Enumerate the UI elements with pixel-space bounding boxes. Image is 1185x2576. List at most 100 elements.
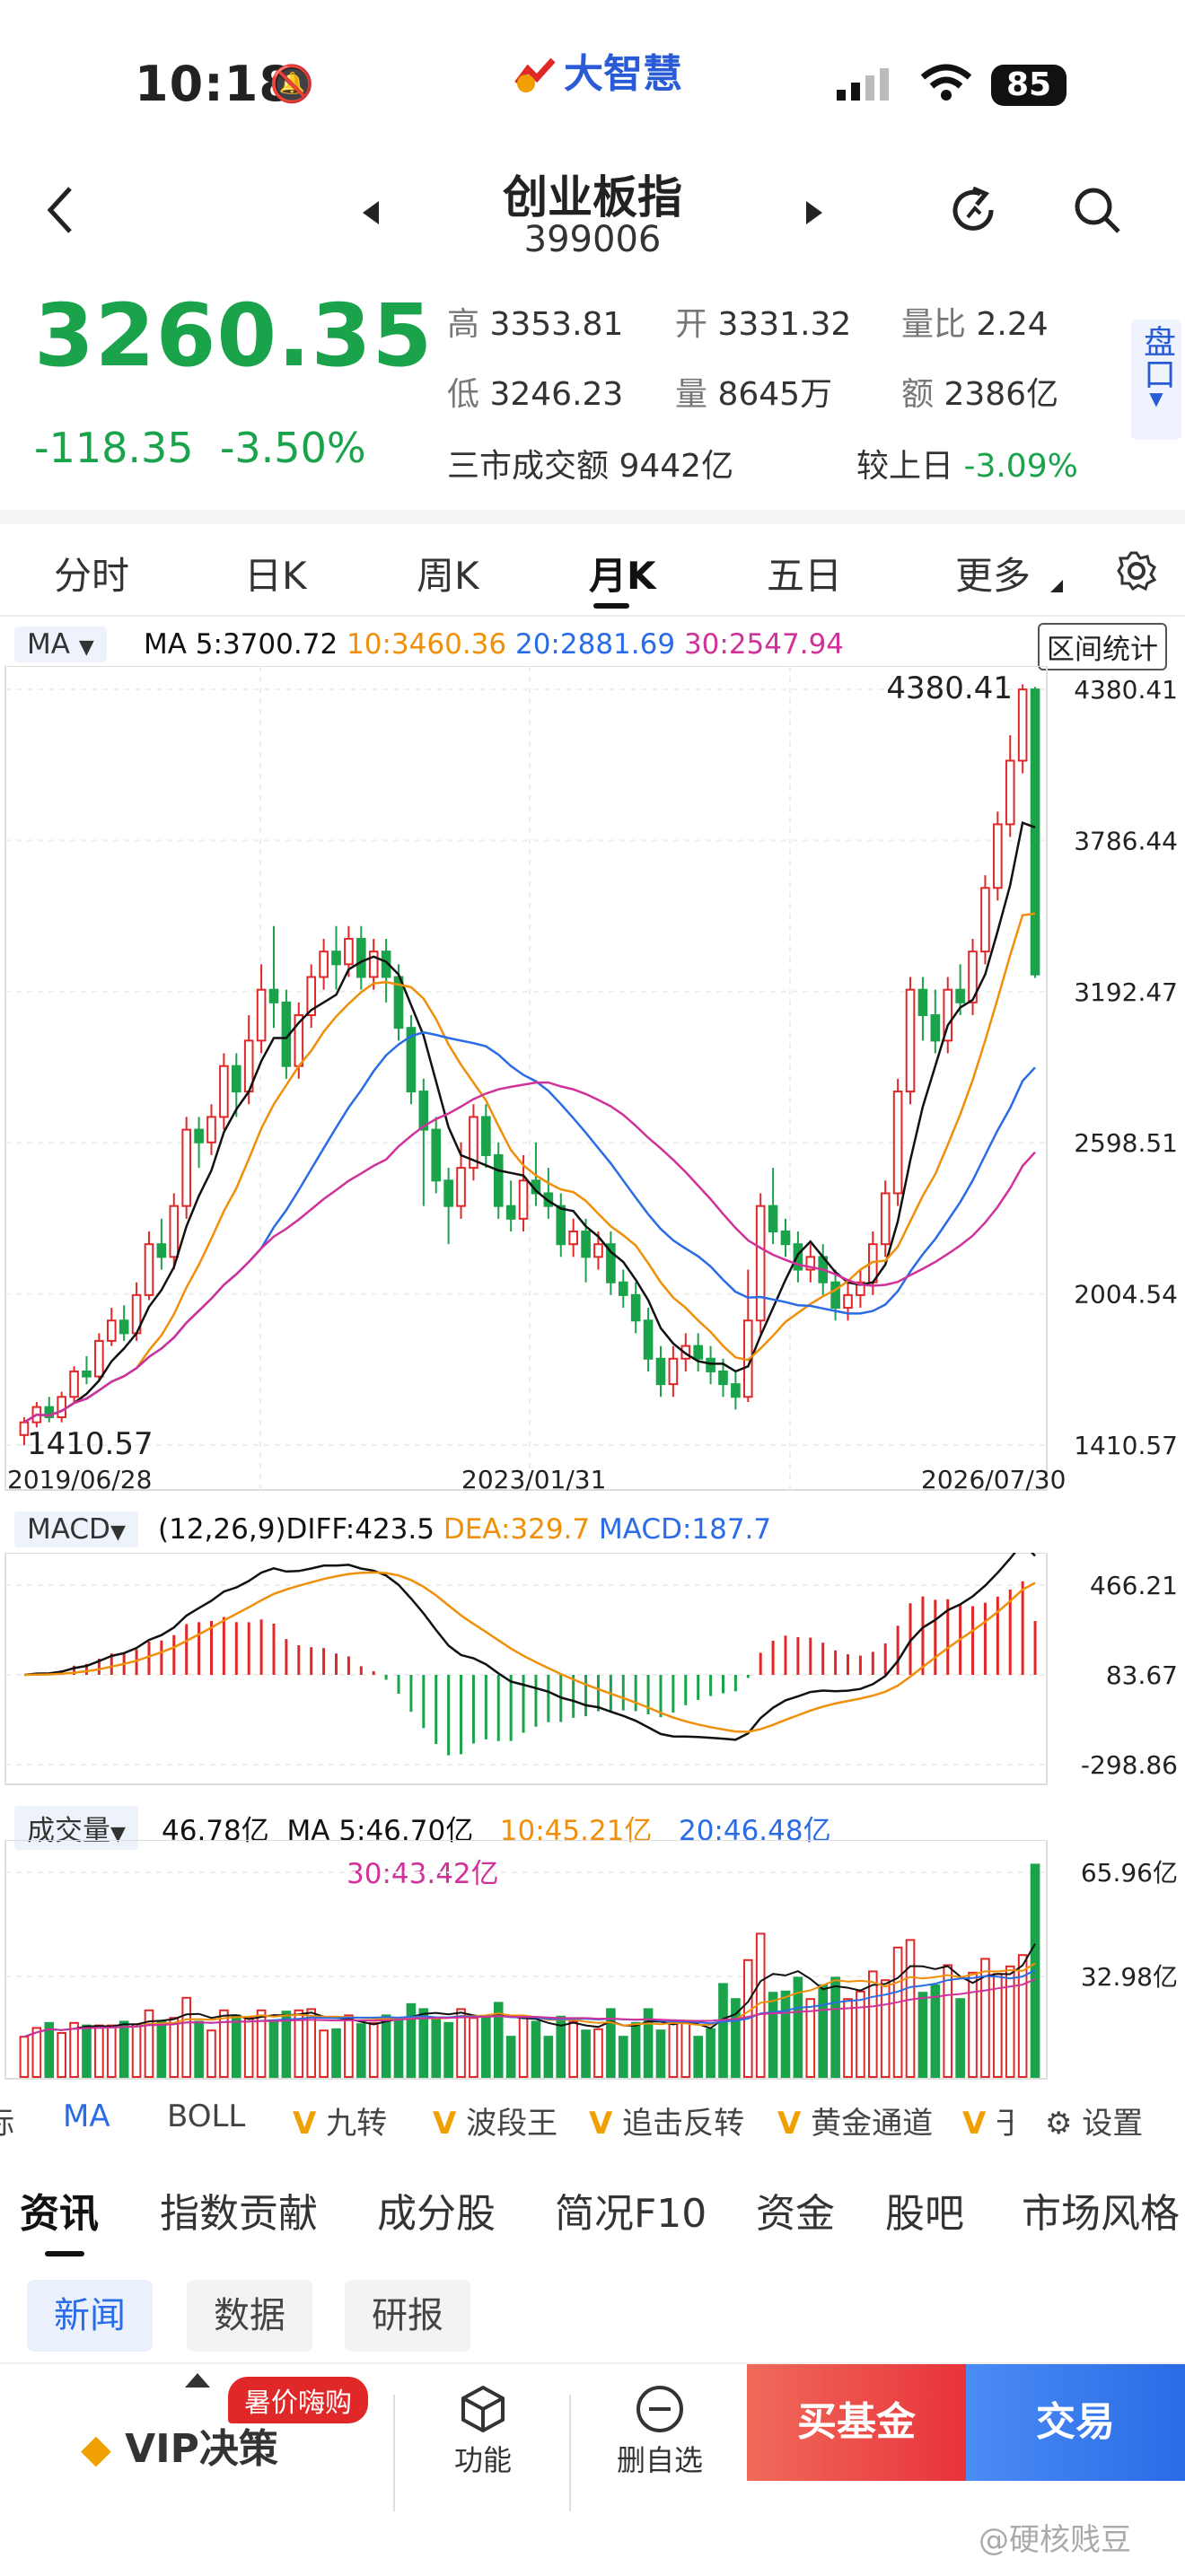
volume-bar <box>131 2023 142 2078</box>
buy-fund-button[interactable]: 买基金 <box>747 2364 966 2481</box>
candle <box>219 1065 229 1118</box>
candle <box>156 1243 167 1258</box>
volume-bar <box>443 2021 453 2079</box>
macd-selector[interactable]: MACD▼ <box>14 1511 138 1547</box>
divider <box>569 2395 571 2511</box>
candle <box>57 1396 66 1418</box>
tab-five-day[interactable]: 五日 <box>767 554 843 598</box>
stat-low: 低 3246.23 <box>447 376 624 413</box>
tab-weekly[interactable]: 周K <box>417 554 479 598</box>
indicator-cut-right[interactable]: V 于 <box>962 2106 1013 2142</box>
candle <box>968 951 978 1003</box>
indicator-settings[interactable]: ⚙ 设置 <box>1045 2098 1144 2142</box>
volume-bar <box>543 2036 554 2078</box>
macd-dea: DEA:329.7 <box>443 1513 591 1546</box>
interval-stats-button[interactable]: 区间统计 <box>1038 623 1167 670</box>
tab-monthly[interactable]: 月K <box>589 554 656 598</box>
candlestick-chart[interactable]: 4380.41 3786.44 3192.47 2598.51 2004.54 1410.… <box>0 666 1185 1501</box>
volume-bar <box>381 2014 391 2078</box>
volume-bar <box>456 2008 466 2078</box>
candle <box>1005 759 1015 826</box>
macd-diff: (12,26,9)DIFF:423.5 <box>158 1513 434 1546</box>
volume-bar <box>968 1971 978 2078</box>
volume-bar <box>219 2009 229 2078</box>
volume-bar <box>194 2020 204 2078</box>
candle <box>368 951 379 978</box>
indicator-jiuzhuan[interactable]: V 九转 <box>293 2106 388 2142</box>
indicator-boduanwang[interactable]: V 波段王 <box>433 2106 558 2142</box>
tab-intraday[interactable]: 分时 <box>54 554 130 598</box>
candle <box>344 937 354 966</box>
ma-selector[interactable]: MA ▼ <box>14 626 107 662</box>
ma20-value: 20:2881.69 <box>514 628 676 661</box>
indicator-zhuiji[interactable]: V 追击反转 <box>589 2106 745 2142</box>
volume-bar <box>481 2015 491 2078</box>
candle <box>118 1319 129 1335</box>
candle <box>655 1357 666 1386</box>
gear-icon[interactable] <box>1115 549 1158 596</box>
volume-bar <box>518 2015 529 2078</box>
news-tab-constituents[interactable]: 成分股 <box>377 2191 496 2237</box>
volume-bar <box>469 2017 478 2078</box>
news-tab-contribution[interactable]: 指数贡献 <box>160 2191 318 2237</box>
indicator-ma[interactable]: MA <box>63 2098 110 2134</box>
change-percent: -3.50% <box>219 424 366 472</box>
candle <box>693 1345 703 1360</box>
function-button[interactable]: 功能 <box>429 2384 537 2479</box>
back-icon[interactable] <box>43 183 79 241</box>
volume-values: 46.78亿 MA 5:46.70亿 10:45.21亿 20:46.48亿 <box>162 1808 831 1848</box>
volume-bar <box>31 2027 42 2078</box>
macd-axis-label: 466.21 <box>1090 1571 1178 1600</box>
volume-bar <box>531 2020 541 2078</box>
tab-daily[interactable]: 日K <box>244 554 307 598</box>
expand-up-icon[interactable] <box>185 2373 210 2388</box>
indicator-huangjin[interactable]: V 黄金通道 <box>777 2106 934 2142</box>
candle <box>469 1116 478 1170</box>
volume-bar <box>418 2008 429 2078</box>
max-price-label: 4380.41 <box>886 670 1013 706</box>
indicator-cut[interactable]: 标 <box>0 2098 14 2142</box>
volume-bar <box>243 2017 254 2078</box>
remove-watchlist-button[interactable]: 删自选 <box>601 2384 718 2479</box>
news-tab-style[interactable]: 市场风格 <box>1022 2191 1180 2237</box>
vip-decision-button[interactable]: ◆ VIP决策 <box>81 2426 278 2472</box>
news-tab-funds[interactable]: 资金 <box>756 2191 835 2237</box>
news-tab-forum[interactable]: 股吧 <box>885 2191 964 2237</box>
candle <box>481 1116 491 1156</box>
volume-bar <box>618 2036 628 2078</box>
volume-bar <box>706 2028 715 2079</box>
candle <box>706 1357 715 1372</box>
chip-news[interactable]: 新闻 <box>27 2280 153 2352</box>
tab-more[interactable]: 更多 <box>955 554 1031 598</box>
pankou-button[interactable]: 盘口 ▼ <box>1131 320 1181 440</box>
volume-axis-label: 32.98亿 <box>1081 1962 1178 1992</box>
candle <box>82 1370 92 1378</box>
chip-data[interactable]: 数据 <box>187 2280 312 2352</box>
candle <box>493 1153 504 1207</box>
volume-bar <box>256 2009 267 2078</box>
volume-bar <box>581 2029 591 2078</box>
candle <box>306 976 317 1017</box>
volume-bar <box>856 1990 865 2078</box>
indicator-boll[interactable]: BOLL <box>167 2098 246 2134</box>
vol-ma5-line <box>23 1943 1036 2038</box>
chip-research[interactable]: 研报 <box>345 2280 470 2352</box>
news-tab-f10[interactable]: 简况F10 <box>555 2191 707 2237</box>
volume-bar <box>144 2009 154 2078</box>
trade-button[interactable]: 交易 <box>966 2364 1185 2481</box>
search-icon[interactable] <box>1070 183 1124 241</box>
prev-stock-icon[interactable] <box>361 199 382 230</box>
volume-bar <box>94 2024 104 2079</box>
stat-amount: 额 2386亿 <box>901 376 1059 413</box>
candle <box>181 1128 191 1207</box>
candle <box>568 1231 578 1246</box>
volume-bar <box>693 2036 703 2078</box>
candle <box>943 988 953 1042</box>
volume-selector[interactable]: 成交量▼ <box>14 1806 138 1850</box>
macd-chart: 466.21 83.67 -298.86 <box>4 1553 1178 1785</box>
volume-bar <box>680 2020 691 2078</box>
news-tab-info[interactable]: 资讯 <box>20 2191 99 2237</box>
next-stock-icon[interactable] <box>803 199 824 230</box>
refresh-icon[interactable] <box>948 183 1002 241</box>
macd-macd: MACD:187.7 <box>599 1513 772 1546</box>
